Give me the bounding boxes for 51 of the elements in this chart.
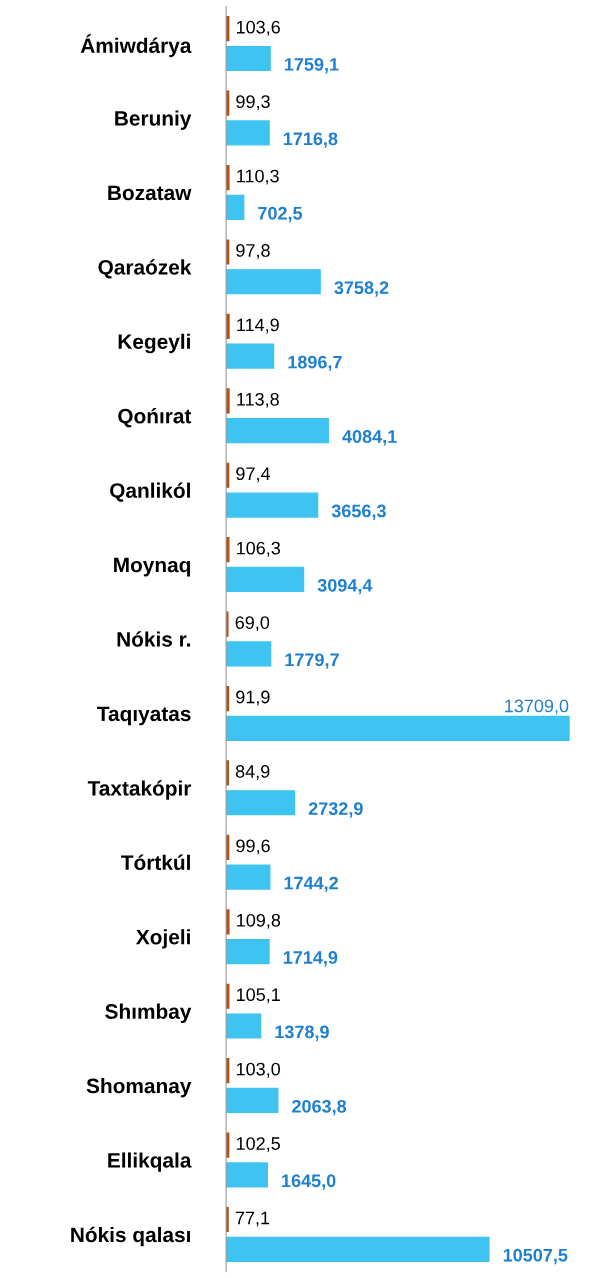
y-tick-label: Taqıyatas	[97, 706, 191, 726]
data-label: 84,9	[235, 765, 270, 780]
data-label: 1714,9	[283, 951, 338, 967]
data-label: 114,9	[237, 318, 279, 334]
data-label: 1896,7	[288, 355, 342, 372]
y-tick-label: Taxtakópir	[87, 780, 192, 800]
y-tick-label: Qanlikól	[110, 482, 190, 502]
y-tick-label: Qońırat	[118, 407, 192, 428]
data-label: 3758,2	[334, 281, 389, 297]
data-label: 3656,3	[331, 504, 386, 520]
y-tick-label: Shomanay	[86, 1078, 192, 1098]
y-tick-label: Qaraózek	[98, 259, 192, 279]
y-tick-label: Beruniy	[115, 110, 192, 130]
data-label: 2732,9	[308, 802, 363, 818]
data-label: 106,3	[237, 541, 281, 557]
data-label: 1645,0	[282, 1174, 336, 1190]
data-label: 1378,9	[275, 1025, 329, 1041]
data-label: 1716,8	[283, 132, 338, 148]
y-tick-label: Tórtkúl	[121, 854, 190, 871]
y-tick-label: Ámiwdárya	[80, 34, 192, 58]
y-tick-label: Xojeli	[136, 929, 190, 949]
data-label: 109,8	[237, 913, 281, 929]
data-label: 4084,1	[342, 430, 397, 446]
data-label: 69,0	[235, 616, 270, 632]
data-label: 102,5	[236, 1137, 280, 1153]
data-label: 99,6	[236, 839, 270, 855]
data-label: 110,3	[237, 169, 279, 185]
data-label: 1744,2	[284, 876, 338, 893]
y-tick-label: Kegeyli	[118, 333, 190, 354]
data-label: 99,3	[236, 95, 270, 111]
data-label: 97,4	[236, 467, 271, 483]
data-label: 1779,7	[285, 653, 339, 669]
data-label: 105,1	[236, 988, 280, 1004]
data-label: 13709,0	[505, 699, 569, 715]
data-label: 3094,4	[317, 578, 373, 595]
data-label: 103,0	[236, 1062, 281, 1078]
data-label: 103,6	[236, 20, 280, 36]
data-label: 113,8	[237, 392, 279, 408]
data-label: 702,5	[258, 206, 303, 223]
y-tick-label: Nókis r.	[117, 631, 190, 647]
y-tick-label: Moynaq	[114, 557, 191, 577]
y-tick-label: Nókis qalası	[71, 1226, 190, 1247]
data-label: 77,1	[235, 1211, 270, 1227]
y-tick-label: Ellikqala	[108, 1152, 192, 1172]
data-label: 97,8	[236, 244, 270, 259]
y-tick-label: Bozataw	[108, 185, 192, 201]
data-label: 10507,5	[503, 1248, 568, 1265]
data-label: 1759,1	[284, 57, 339, 74]
data-label: 91,9	[236, 690, 270, 706]
y-tick-label: Shımbay	[105, 1003, 192, 1023]
data-label: 2063,8	[292, 1099, 347, 1116]
